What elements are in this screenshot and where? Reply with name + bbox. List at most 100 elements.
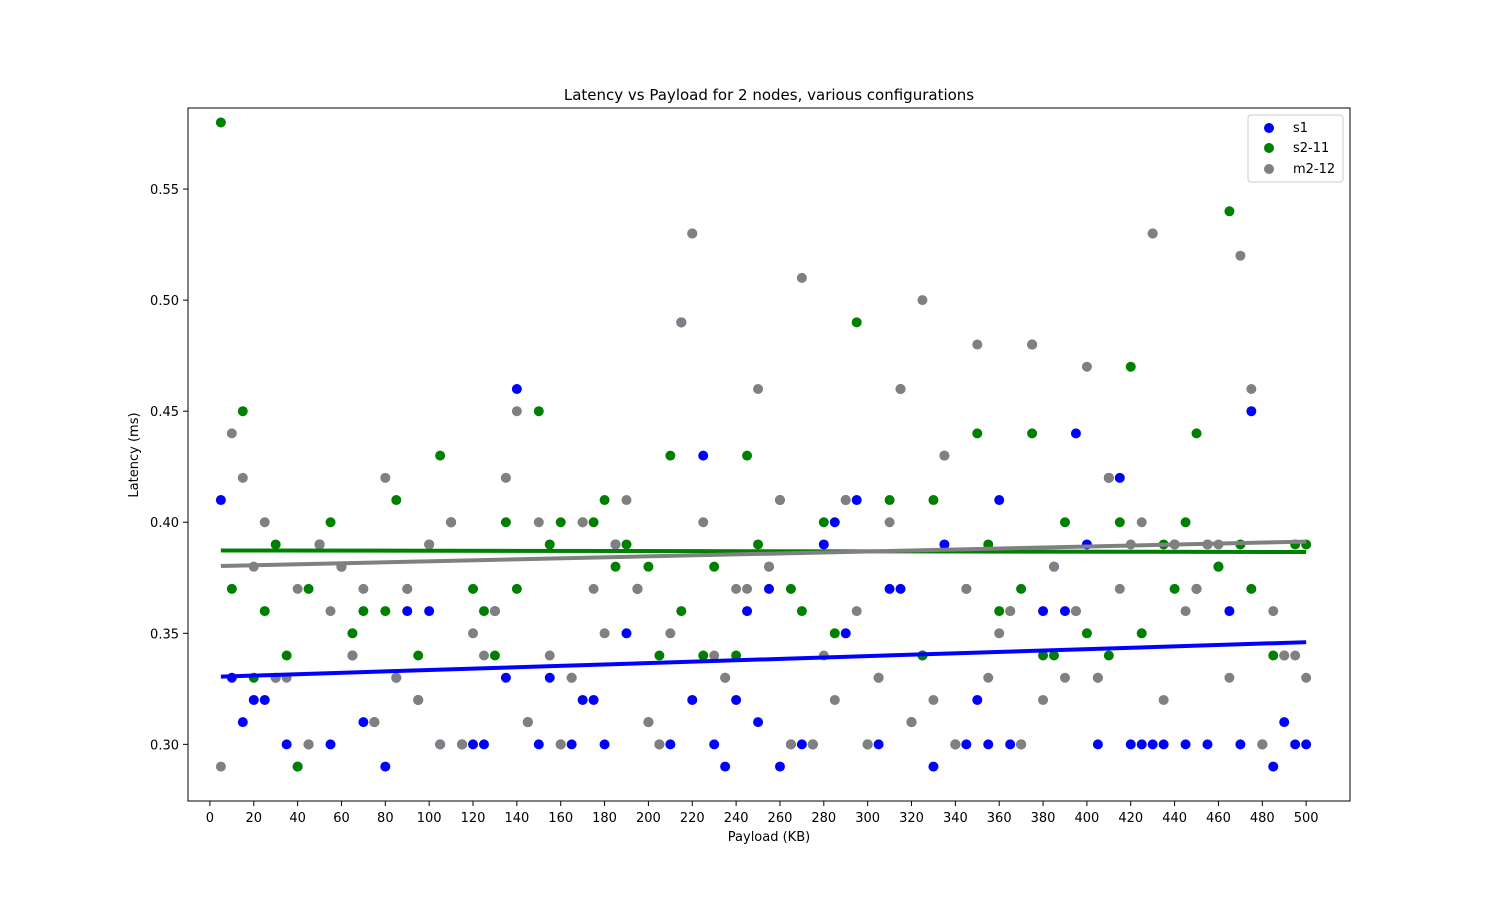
point-s1	[325, 739, 336, 750]
legend-item-s1: s1	[1264, 121, 1308, 136]
point-s2-11	[511, 583, 522, 594]
point-m2-12	[1103, 472, 1114, 483]
x-tick-label: 0	[206, 811, 214, 826]
point-s2-11	[1191, 428, 1202, 439]
y-axis-ticks: 0.30 0.35 0.40 0.45 0.50 0.55	[150, 183, 188, 753]
point-s1	[1202, 739, 1213, 750]
point-m2-12	[698, 517, 709, 528]
point-m2-12	[665, 628, 676, 639]
point-s2-11	[544, 539, 555, 550]
point-m2-12	[1158, 694, 1169, 705]
x-tick-label: 420	[1118, 811, 1143, 826]
point-m2-12	[533, 517, 544, 528]
point-m2-12	[687, 228, 698, 239]
point-m2-12	[1290, 650, 1301, 661]
x-tick-label: 400	[1074, 811, 1099, 826]
point-s2-11	[489, 650, 500, 661]
x-tick-label: 180	[592, 811, 617, 826]
point-s2-11	[303, 583, 314, 594]
point-s1	[994, 495, 1005, 506]
x-tick-label: 220	[680, 811, 705, 826]
point-s2-11	[325, 517, 336, 528]
point-m2-12	[391, 672, 402, 683]
point-m2-12	[1191, 583, 1202, 594]
point-s2-11	[1268, 650, 1279, 661]
point-s2-11	[1169, 583, 1180, 594]
point-s1	[851, 495, 862, 506]
point-s2-11	[1081, 628, 1092, 639]
point-m2-12	[424, 539, 435, 550]
point-m2-12	[796, 272, 807, 283]
chart-title: Latency vs Payload for 2 nodes, various …	[564, 86, 974, 104]
point-s1	[468, 739, 479, 750]
point-s2-11	[358, 606, 369, 617]
point-m2-12	[292, 583, 303, 594]
point-m2-12	[522, 717, 533, 728]
point-s1	[742, 606, 753, 617]
point-s1	[928, 761, 939, 772]
x-tick-label: 460	[1206, 811, 1231, 826]
point-m2-12	[1092, 672, 1103, 683]
point-m2-12	[1059, 672, 1070, 683]
x-axis-ticks: 0 20 40 60 80 100 120 140 160 180 200 220 240 260 280 3…	[206, 801, 1319, 826]
point-m2-12	[380, 472, 391, 483]
x-tick-label: 500	[1294, 811, 1319, 826]
point-s1	[961, 739, 972, 750]
point-m2-12	[215, 761, 226, 772]
point-m2-12	[1246, 383, 1257, 394]
trend-lines	[220, 539, 1307, 679]
point-s2-11	[796, 606, 807, 617]
point-s1	[1114, 472, 1125, 483]
point-s2-11	[215, 117, 226, 128]
point-s1	[621, 628, 632, 639]
x-tick-label: 300	[855, 811, 880, 826]
legend-item-s2-11: s2-11	[1264, 141, 1329, 156]
point-s1	[972, 694, 983, 705]
point-m2-12	[895, 383, 906, 394]
point-s2-11	[698, 650, 709, 661]
point-s1	[884, 583, 895, 594]
point-s1	[1092, 739, 1103, 750]
point-s2-11	[237, 406, 248, 417]
point-s2-11	[435, 450, 446, 461]
point-m2-12	[303, 739, 314, 750]
point-s1	[1268, 761, 1279, 772]
point-s1	[774, 761, 785, 772]
point-m2-12	[555, 739, 566, 750]
point-s2-11	[391, 495, 402, 506]
point-s1	[1147, 739, 1158, 750]
point-s1	[577, 694, 588, 705]
point-m2-12	[1081, 361, 1092, 372]
x-tick-label: 120	[461, 811, 486, 826]
point-s1	[380, 761, 391, 772]
point-s1	[544, 672, 555, 683]
point-m2-12	[325, 606, 336, 617]
point-m2-12	[259, 517, 270, 528]
x-tick-label: 360	[987, 811, 1012, 826]
point-s1	[895, 583, 906, 594]
points-layer	[215, 117, 1312, 772]
point-s2-11	[588, 517, 599, 528]
point-m2-12	[457, 739, 468, 750]
x-tick-label: 240	[724, 811, 749, 826]
point-s1	[1290, 739, 1301, 750]
point-s2-11	[1213, 561, 1224, 572]
point-m2-12	[807, 739, 818, 750]
point-m2-12	[961, 583, 972, 594]
point-s2-11	[1136, 628, 1147, 639]
point-s1	[1224, 606, 1235, 617]
x-tick-label: 260	[768, 811, 793, 826]
point-s2-11	[500, 517, 511, 528]
x-tick-label: 20	[246, 811, 263, 826]
point-m2-12	[632, 583, 643, 594]
point-m2-12	[347, 650, 358, 661]
point-s2-11	[654, 650, 665, 661]
point-s1	[1136, 739, 1147, 750]
point-m2-12	[511, 406, 522, 417]
axes-frame	[187, 107, 1351, 802]
axes-background	[188, 108, 1350, 801]
point-m2-12	[939, 450, 950, 461]
point-s2-11	[731, 650, 742, 661]
point-m2-12	[785, 739, 796, 750]
x-tick-label: 140	[504, 811, 529, 826]
